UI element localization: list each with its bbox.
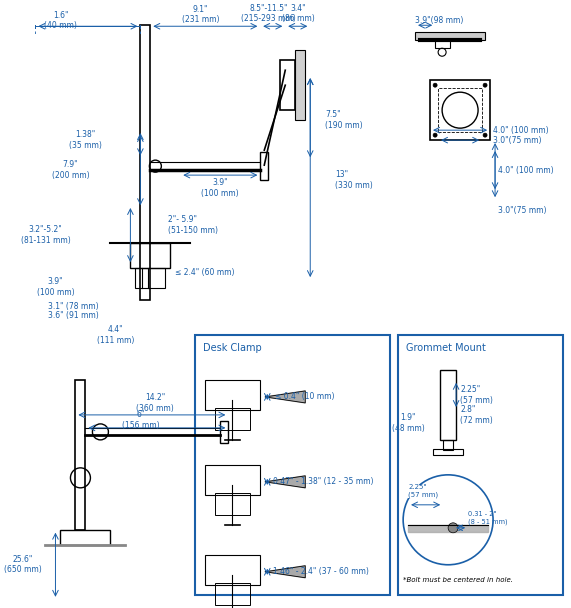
Text: 3.6" (91 mm): 3.6" (91 mm): [49, 311, 99, 320]
Text: ≤ 2.4" (60 mm): ≤ 2.4" (60 mm): [175, 268, 235, 277]
Text: 1.38"
(35 mm): 1.38" (35 mm): [69, 131, 102, 150]
Text: 3.2"-5.2"
(81-131 mm): 3.2"-5.2" (81-131 mm): [21, 226, 70, 245]
Text: 9.1"
(231 mm): 9.1" (231 mm): [182, 4, 219, 24]
Bar: [140, 26, 150, 300]
Circle shape: [483, 83, 487, 87]
Bar: [220, 421, 228, 443]
Text: 3.1" (78 mm): 3.1" (78 mm): [49, 303, 99, 311]
Text: 0.31 - 2"
(8 - 51 mm): 0.31 - 2" (8 - 51 mm): [468, 511, 508, 525]
Bar: [415, 32, 485, 40]
Circle shape: [483, 133, 487, 137]
Text: 3.4"
(86 mm): 3.4" (86 mm): [282, 4, 315, 23]
Text: 25.6"
(650 mm): 25.6" (650 mm): [3, 555, 41, 575]
Text: Grommet Mount: Grommet Mount: [406, 343, 486, 353]
Text: 3.9"
(100 mm): 3.9" (100 mm): [202, 178, 239, 198]
Text: 4.0" (100 mm): 4.0" (100 mm): [493, 126, 549, 134]
Bar: [430, 80, 490, 140]
Text: 7.5"
(190 mm): 7.5" (190 mm): [325, 111, 363, 130]
Bar: [280, 60, 295, 110]
Text: 1.9"
(48 mm): 1.9" (48 mm): [392, 413, 424, 433]
Bar: [440, 370, 456, 440]
Text: 3.0"(75 mm): 3.0"(75 mm): [493, 136, 541, 145]
Bar: [61, 530, 110, 545]
Polygon shape: [408, 525, 488, 532]
Text: ≤ 0.4" (10 mm): ≤ 0.4" (10 mm): [275, 392, 335, 401]
Polygon shape: [266, 391, 305, 403]
Text: 4.4"
(111 mm): 4.4" (111 mm): [96, 325, 134, 345]
Bar: [398, 335, 563, 595]
Text: 14.2"
(360 mm): 14.2" (360 mm): [136, 393, 174, 413]
Circle shape: [448, 523, 458, 533]
Bar: [433, 449, 463, 455]
Bar: [295, 50, 305, 120]
Circle shape: [433, 83, 437, 87]
Text: 3.0"(75 mm): 3.0"(75 mm): [498, 206, 546, 215]
Text: 2"- 5.9"
(51-150 mm): 2"- 5.9" (51-150 mm): [168, 215, 218, 235]
Text: 7.9"
(200 mm): 7.9" (200 mm): [51, 161, 89, 180]
Bar: [438, 88, 482, 132]
Bar: [130, 243, 170, 268]
Bar: [443, 440, 453, 450]
Text: 2.8"
(72 mm): 2.8" (72 mm): [460, 405, 493, 424]
Bar: [215, 408, 250, 430]
Bar: [215, 582, 250, 605]
Bar: [75, 380, 86, 530]
Text: 0.47" - 1.38" (12 - 35 mm): 0.47" - 1.38" (12 - 35 mm): [274, 477, 374, 486]
Bar: [206, 380, 260, 410]
Text: *Bolt must be centered in hole.: *Bolt must be centered in hole.: [403, 577, 513, 582]
Bar: [260, 152, 268, 180]
Text: 2.25"
(57 mm): 2.25" (57 mm): [408, 485, 439, 498]
Bar: [195, 335, 390, 595]
Polygon shape: [266, 566, 305, 578]
Bar: [206, 465, 260, 495]
Text: 8.5"-11.5"
(215-293 mm): 8.5"-11.5" (215-293 mm): [241, 4, 296, 23]
Bar: [435, 38, 450, 48]
Text: 4.0" (100 mm): 4.0" (100 mm): [498, 165, 554, 174]
Polygon shape: [266, 476, 305, 488]
Text: 3.9"(98 mm): 3.9"(98 mm): [415, 16, 464, 25]
Text: 2.25"
(57 mm): 2.25" (57 mm): [460, 385, 493, 404]
Text: 1.46" - 2.4" (37 - 60 mm): 1.46" - 2.4" (37 - 60 mm): [274, 567, 369, 576]
Text: 1.6"
(40 mm): 1.6" (40 mm): [44, 10, 77, 30]
Bar: [135, 268, 166, 288]
Circle shape: [433, 133, 437, 137]
Text: 6"
(156 mm): 6" (156 mm): [122, 410, 159, 430]
Bar: [206, 554, 260, 585]
Bar: [215, 493, 250, 515]
Text: 13"
(330 mm): 13" (330 mm): [335, 170, 373, 190]
Text: Desk Clamp: Desk Clamp: [203, 343, 262, 353]
Text: 3.9"
(100 mm): 3.9" (100 mm): [37, 277, 74, 297]
